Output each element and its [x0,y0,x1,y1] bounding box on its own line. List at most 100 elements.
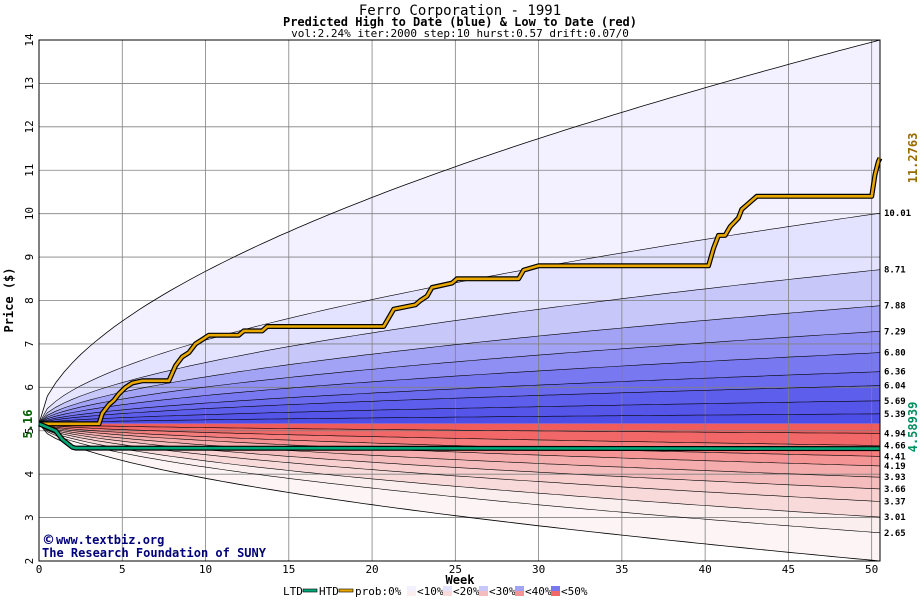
upper-band [39,40,880,424]
upper-band [39,331,880,424]
x-tick-label: 5 [119,563,126,576]
legend-swatch-upper [407,586,416,591]
legend-swatch-upper [479,586,488,591]
lower-band [39,423,880,466]
y-tick-label: 2 [23,558,36,565]
quantile-curve [38,305,881,425]
upper-band [39,352,880,424]
legend-swatch-htd [338,588,354,593]
legend-label: <10% [417,585,444,598]
quantile-end-label: 3.93 [884,473,906,483]
series-line-htd [39,157,882,426]
quantile-end-label: 6.36 [884,368,906,378]
x-tick-label: 50 [865,563,878,576]
x-tick-label: 45 [782,563,795,576]
upper-band [39,385,880,424]
legend-label: prob:0% [355,585,402,598]
credit-copyright-icon: © [42,533,55,548]
x-tick-label: 20 [365,563,378,576]
quantile-end-label: 5.39 [884,410,906,420]
y-tick-label: 12 [23,120,36,133]
legend-swatch-upper [551,586,560,591]
legend-swatch-lower [407,591,416,596]
chart-subtitle: Predicted High to Date (blue) & Low to D… [283,15,637,29]
y-tick-label: 7 [23,341,36,348]
legend-label: HTD [319,585,339,598]
quantile-curve [38,371,881,425]
x-tick-label: 35 [615,563,628,576]
quantile-curve [38,423,881,478]
lower-band [39,423,880,561]
upper-band [39,413,880,424]
upper-band [39,269,880,424]
x-tick-label: 25 [449,563,462,576]
quantile-end-label: 3.01 [884,513,906,523]
y-tick-label: 5 [23,427,36,434]
quantile-curve [38,423,881,518]
quantile-end-label: 4.41 [884,452,906,462]
start-price-label: 5.16 [21,410,35,439]
htd-end-label: 11.2763 [906,133,920,184]
quantile-end-label: 6.04 [884,382,906,392]
credit-org: The Research Foundation of SUNY [42,546,267,560]
envelope-high [38,39,881,424]
quantile-end-label: 4.19 [884,462,906,472]
quantile-curve [38,423,881,502]
legend-swatch-upper [443,586,452,591]
quantile-end-label: 2.65 [884,529,906,539]
chart-params: vol:2.24% iter:2000 step:10 hurst:0.57 d… [291,27,629,40]
quantile-end-label: 10.01 [884,209,911,219]
quantile-curve [38,352,881,425]
chart-title: Ferro Corporation - 1991 [359,3,561,19]
quantile-curve [38,331,881,425]
lower-band [39,423,880,478]
ltd-end-label: 4.58939 [906,402,920,453]
legend-swatch-lower [515,591,524,596]
x-tick-label: 10 [199,563,212,576]
quantile-curve [38,385,881,425]
quantile-end-labels: 10.01 8.71 7.88 7.29 6.80 6.36 6.04 5.69 5.39 4.9… [884,209,911,539]
quantile-curve [38,423,881,467]
series-line-ltd [38,422,881,450]
lower-band [39,423,880,446]
quantile-curve [38,212,881,424]
legend-label: <20% [453,585,480,598]
quantile-end-label: 4.66 [884,442,906,452]
quantile-end-label: 8.71 [884,266,906,276]
y-tick-label: 10 [23,207,36,220]
y-tick-label: 6 [23,384,36,391]
quantile-curve [38,400,881,425]
series-lines [38,157,883,452]
legend-swatch-lower [479,591,488,596]
upper-band [39,400,880,424]
legend-swatch-upper [515,586,524,591]
quantile-end-label: 4.94 [884,429,906,439]
quantile-end-label: 3.66 [884,485,906,495]
legend-swatch-lower [551,591,560,596]
legend: LTD HTD prob:0% <10% <20% <30% <40% <50% [283,585,588,598]
y-tick-label: 4 [23,470,36,477]
y-tick-label: 11 [23,164,36,177]
x-tick-label: 40 [699,563,712,576]
y-axis-label: Price ($) [2,267,16,332]
y-tick-label: 8 [23,297,36,304]
quantile-end-label: 7.88 [884,302,906,312]
x-tick-label: 30 [532,563,545,576]
probability-bands [39,40,880,561]
y-tick-label: 13 [23,77,36,90]
upper-band [39,305,880,424]
quantile-curve [38,423,881,457]
quantile-curve [38,269,881,424]
legend-label: LTD [283,585,303,598]
x-tick-label: 0 [36,563,43,576]
envelope-low [38,423,881,562]
y-tick-label: 3 [23,514,36,521]
quantile-curve [38,423,881,446]
lower-band [39,423,880,489]
lower-band [39,423,880,533]
quantile-end-label: 5.69 [884,397,906,407]
quantile-end-label: 7.29 [884,327,906,337]
legend-label: <30% [489,585,516,598]
